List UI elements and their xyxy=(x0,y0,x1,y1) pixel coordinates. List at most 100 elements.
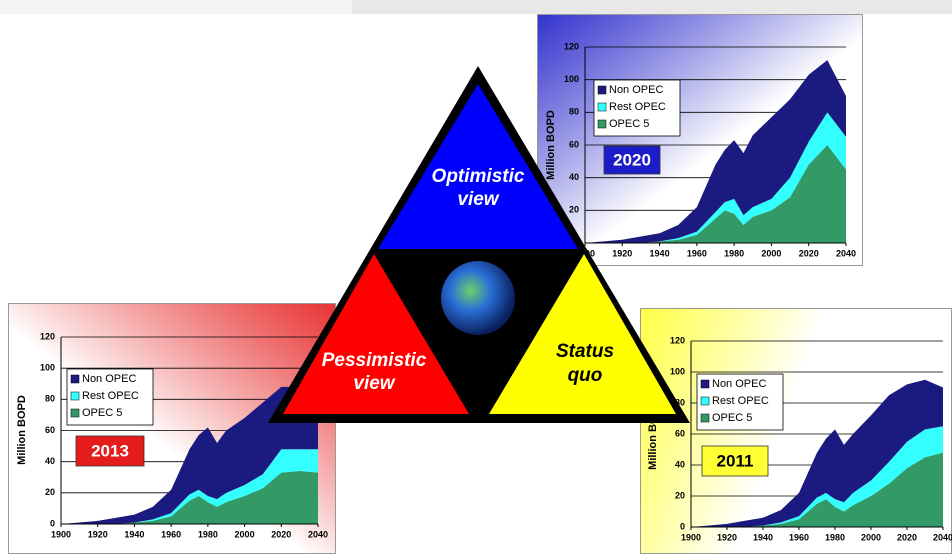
y-tick-label: 60 xyxy=(675,428,685,438)
x-tick-label: 1940 xyxy=(124,529,144,539)
y-tick-label: 100 xyxy=(670,366,685,376)
legend-swatch xyxy=(70,391,80,401)
globe xyxy=(441,261,515,335)
legend-swatch xyxy=(597,85,607,95)
x-tick-label: 1940 xyxy=(753,532,773,542)
scenario-label: view xyxy=(457,189,499,210)
area-series xyxy=(691,426,943,527)
x-tick-label: 2020 xyxy=(799,248,819,258)
x-tick-label: 1960 xyxy=(687,248,707,258)
area-series xyxy=(691,379,943,527)
y-axis-label: Million BOPD xyxy=(16,395,28,465)
x-tick-label: 2000 xyxy=(861,532,881,542)
x-tick-label: 2040 xyxy=(836,248,856,258)
year-badge xyxy=(701,445,769,477)
legend-swatch xyxy=(700,396,710,406)
legend-label: OPEC 5 xyxy=(82,407,122,419)
scenario-label: Status xyxy=(556,341,614,362)
x-tick-label: 1940 xyxy=(650,248,670,258)
area-series xyxy=(585,145,846,243)
area-series xyxy=(691,452,943,527)
x-tick-label: 2040 xyxy=(308,529,328,539)
y-tick-label: 100 xyxy=(564,74,579,84)
header-strip xyxy=(0,0,352,14)
legend-label: Rest OPEC xyxy=(609,101,666,113)
x-tick-label: 2000 xyxy=(761,248,781,258)
status-quo-segment xyxy=(489,254,676,414)
y-tick-label: 60 xyxy=(45,425,55,435)
y-axis-label: Million BOPD xyxy=(545,110,557,180)
year-label: 2020 xyxy=(613,150,651,169)
legend-box xyxy=(66,368,154,426)
year-label: 2011 xyxy=(717,451,754,470)
y-tick-label: 0 xyxy=(50,518,55,528)
chart: 0204060801001201900192019401960198020002… xyxy=(537,14,863,266)
y-tick-label: 120 xyxy=(670,335,685,345)
legend-box xyxy=(696,373,784,431)
x-tick-label: 1920 xyxy=(88,529,108,539)
legend-label: Non OPEC xyxy=(82,373,136,385)
legend-swatch xyxy=(70,408,80,418)
charts: 0204060801001201900192019401960198020002… xyxy=(8,14,952,554)
scenario-label: view xyxy=(353,373,395,394)
year-badge xyxy=(603,145,661,175)
x-tick-label: 1920 xyxy=(612,248,632,258)
legend-label: Rest OPEC xyxy=(712,395,769,407)
scenario-label: Optimistic xyxy=(432,166,525,187)
y-tick-label: 0 xyxy=(680,521,685,531)
x-tick-label: 1920 xyxy=(717,532,737,542)
y-tick-label: 120 xyxy=(40,331,55,341)
y-tick-label: 20 xyxy=(45,487,55,497)
x-tick-label: 2000 xyxy=(235,529,255,539)
header-bar xyxy=(352,0,952,14)
y-tick-label: 20 xyxy=(675,490,685,500)
x-tick-label: 1960 xyxy=(789,532,809,542)
x-tick-label: 1900 xyxy=(681,532,701,542)
x-tick-label: 2020 xyxy=(271,529,291,539)
pessimistic-segment xyxy=(283,254,469,414)
y-tick-label: 120 xyxy=(564,41,579,51)
area-series xyxy=(585,60,846,243)
y-tick-label: 80 xyxy=(675,397,685,407)
legend-swatch xyxy=(700,379,710,389)
legend-label: Non OPEC xyxy=(609,84,663,96)
x-tick-label: 1980 xyxy=(198,529,218,539)
area-series xyxy=(61,386,318,524)
x-tick-label: 1900 xyxy=(51,529,71,539)
area-series xyxy=(585,112,846,243)
y-tick-label: 100 xyxy=(40,363,55,373)
x-tick-label: 1980 xyxy=(724,248,744,258)
scenario-label: quo xyxy=(568,365,603,386)
x-tick-label: 2020 xyxy=(897,532,917,542)
legend-swatch xyxy=(700,413,710,423)
y-tick-label: 80 xyxy=(569,107,579,117)
x-tick-label: 1980 xyxy=(825,532,845,542)
y-tick-label: 40 xyxy=(675,459,685,469)
legend-swatch xyxy=(70,374,80,384)
y-tick-label: 40 xyxy=(569,172,579,182)
legend-label: Rest OPEC xyxy=(82,390,139,402)
y-tick-label: 80 xyxy=(45,394,55,404)
area-series xyxy=(61,449,318,524)
optimistic-segment xyxy=(378,84,578,249)
legend-label: Non OPEC xyxy=(712,378,766,390)
legend-swatch xyxy=(597,102,607,112)
x-tick-label: 2040 xyxy=(933,532,952,542)
y-tick-label: 60 xyxy=(569,139,579,149)
year-label: 2013 xyxy=(91,441,129,460)
legend-box xyxy=(593,79,681,137)
year-badge xyxy=(75,435,145,467)
legend-swatch xyxy=(597,119,607,129)
x-tick-label: 1960 xyxy=(161,529,181,539)
legend-label: OPEC 5 xyxy=(609,118,649,130)
y-tick-label: 40 xyxy=(45,456,55,466)
scenario-label: Pessimistic xyxy=(322,350,427,371)
area-series xyxy=(61,471,318,524)
legend-label: OPEC 5 xyxy=(712,412,752,424)
y-tick-label: 20 xyxy=(569,205,579,215)
